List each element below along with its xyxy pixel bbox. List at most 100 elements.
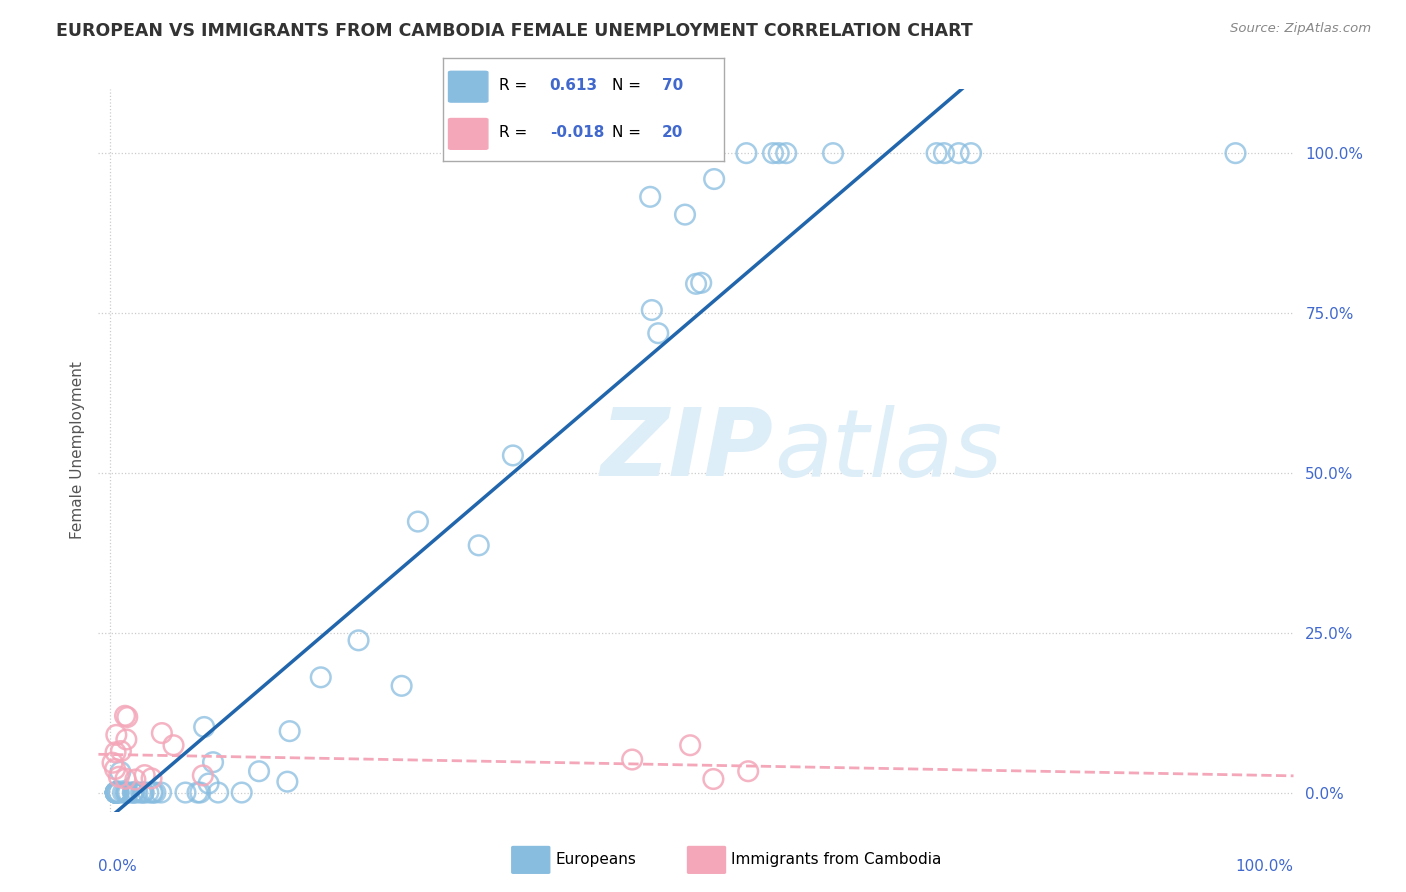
- Point: [104, 785, 127, 799]
- Point: [104, 785, 127, 799]
- Point: [141, 785, 163, 799]
- Point: [105, 728, 128, 742]
- Point: [115, 785, 138, 799]
- Point: [104, 785, 127, 799]
- Point: [104, 785, 127, 799]
- Point: [1225, 146, 1247, 161]
- Point: [117, 785, 139, 799]
- Point: [117, 710, 139, 724]
- Point: [309, 670, 332, 684]
- Point: [121, 785, 143, 799]
- Point: [391, 679, 413, 693]
- Point: [104, 785, 127, 799]
- Point: [673, 208, 696, 222]
- Point: [703, 172, 725, 186]
- Point: [124, 772, 146, 787]
- Point: [107, 785, 129, 799]
- Text: Immigrants from Cambodia: Immigrants from Cambodia: [731, 853, 942, 867]
- Point: [621, 753, 644, 767]
- Point: [207, 785, 229, 799]
- Point: [231, 785, 253, 799]
- Point: [821, 146, 844, 161]
- Text: 100.0%: 100.0%: [1236, 859, 1294, 873]
- Point: [641, 303, 664, 318]
- Point: [104, 785, 127, 799]
- FancyBboxPatch shape: [449, 119, 488, 149]
- Point: [768, 146, 790, 161]
- Point: [104, 785, 127, 799]
- Point: [502, 449, 524, 463]
- Point: [406, 515, 429, 529]
- Text: EUROPEAN VS IMMIGRANTS FROM CAMBODIA FEMALE UNEMPLOYMENT CORRELATION CHART: EUROPEAN VS IMMIGRANTS FROM CAMBODIA FEM…: [56, 22, 973, 40]
- Point: [114, 785, 136, 799]
- Point: [115, 732, 138, 747]
- Point: [104, 785, 127, 799]
- Point: [191, 768, 214, 782]
- Text: Source: ZipAtlas.com: Source: ZipAtlas.com: [1230, 22, 1371, 36]
- Point: [197, 776, 219, 790]
- Point: [104, 785, 127, 799]
- Point: [150, 726, 173, 740]
- Point: [134, 768, 156, 782]
- Y-axis label: Female Unemployment: Female Unemployment: [69, 361, 84, 540]
- FancyBboxPatch shape: [449, 71, 488, 102]
- Point: [122, 785, 145, 799]
- Point: [347, 633, 370, 648]
- Point: [775, 146, 797, 161]
- Point: [114, 772, 136, 786]
- Point: [150, 785, 173, 799]
- Point: [647, 326, 669, 341]
- Point: [925, 146, 948, 161]
- Point: [138, 785, 160, 799]
- Point: [276, 774, 298, 789]
- Point: [122, 785, 145, 799]
- Point: [129, 785, 152, 799]
- Point: [174, 785, 197, 799]
- Point: [188, 785, 211, 799]
- Point: [162, 738, 184, 752]
- Point: [104, 762, 127, 776]
- Point: [104, 785, 127, 799]
- Point: [186, 785, 208, 799]
- Point: [278, 724, 301, 739]
- Text: atlas: atlas: [773, 405, 1002, 496]
- Point: [960, 146, 983, 161]
- Point: [193, 720, 215, 734]
- Point: [467, 538, 489, 552]
- Point: [132, 785, 155, 799]
- Point: [202, 755, 225, 769]
- Text: -0.018: -0.018: [550, 126, 605, 140]
- Point: [762, 146, 785, 161]
- Point: [107, 785, 129, 799]
- Text: Europeans: Europeans: [555, 853, 637, 867]
- Text: 20: 20: [662, 126, 683, 140]
- Point: [104, 785, 127, 799]
- Point: [110, 764, 132, 779]
- Point: [127, 785, 149, 799]
- Text: ZIP: ZIP: [600, 404, 773, 497]
- Point: [932, 146, 955, 161]
- Point: [141, 772, 163, 786]
- Point: [679, 738, 702, 752]
- Point: [737, 764, 759, 779]
- Point: [132, 785, 155, 799]
- Point: [690, 276, 713, 290]
- Point: [145, 785, 167, 799]
- Text: 0.0%: 0.0%: [98, 859, 138, 873]
- Text: R =: R =: [499, 78, 533, 93]
- Point: [104, 785, 127, 799]
- Point: [101, 756, 124, 770]
- Point: [111, 785, 134, 799]
- Point: [638, 190, 661, 204]
- Point: [104, 785, 127, 799]
- Point: [115, 785, 138, 799]
- Point: [104, 745, 127, 759]
- Text: R =: R =: [499, 126, 533, 140]
- Point: [702, 772, 724, 786]
- Point: [142, 785, 165, 799]
- Point: [948, 146, 970, 161]
- Text: N =: N =: [612, 78, 645, 93]
- Point: [104, 785, 127, 799]
- Text: N =: N =: [612, 126, 645, 140]
- Point: [685, 277, 707, 291]
